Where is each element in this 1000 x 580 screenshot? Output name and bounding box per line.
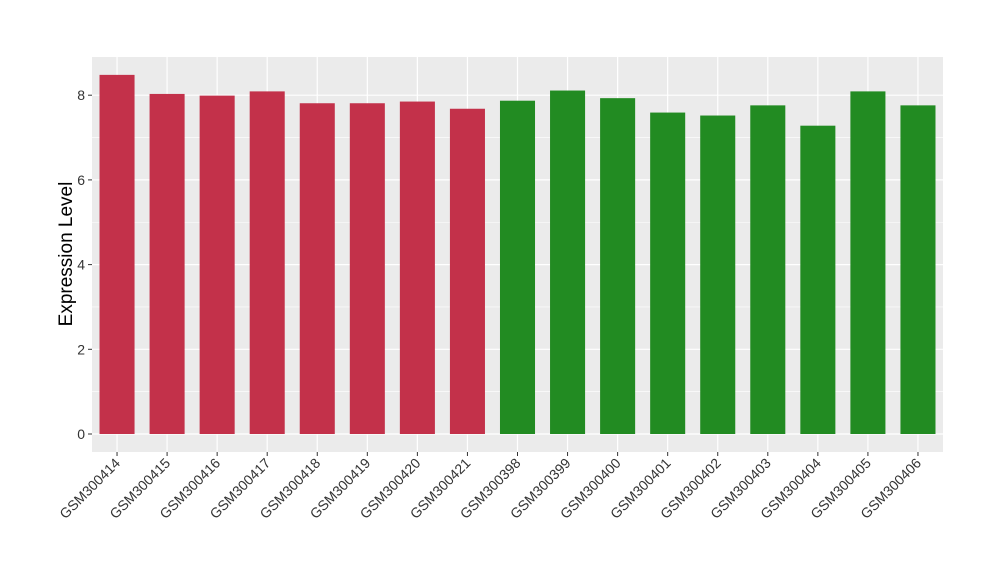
bar (650, 112, 686, 434)
bar (349, 103, 385, 435)
y-tick-label: 6 (77, 172, 85, 188)
bar (900, 105, 936, 434)
y-tick-label: 0 (77, 426, 85, 442)
bar (299, 103, 335, 435)
y-tick-label: 8 (77, 87, 85, 103)
bars (99, 74, 936, 435)
bar (399, 101, 435, 435)
bar (99, 74, 135, 434)
y-tick-label: 2 (77, 341, 85, 357)
x-axis: GSM300414GSM300415GSM300416GSM300417GSM3… (56, 452, 924, 522)
bar (550, 90, 586, 434)
bar (600, 98, 636, 435)
y-tick-label: 4 (77, 257, 85, 273)
bar (700, 115, 736, 434)
bar (249, 91, 285, 435)
bar (199, 95, 235, 434)
bar (449, 108, 485, 434)
y-axis-title: Expression Level (56, 182, 77, 327)
bar (499, 100, 536, 434)
bar (850, 91, 886, 435)
bar (149, 93, 185, 434)
bar (750, 105, 786, 434)
bar (800, 125, 836, 434)
y-axis: 0 2 4 6 8 (77, 87, 92, 442)
